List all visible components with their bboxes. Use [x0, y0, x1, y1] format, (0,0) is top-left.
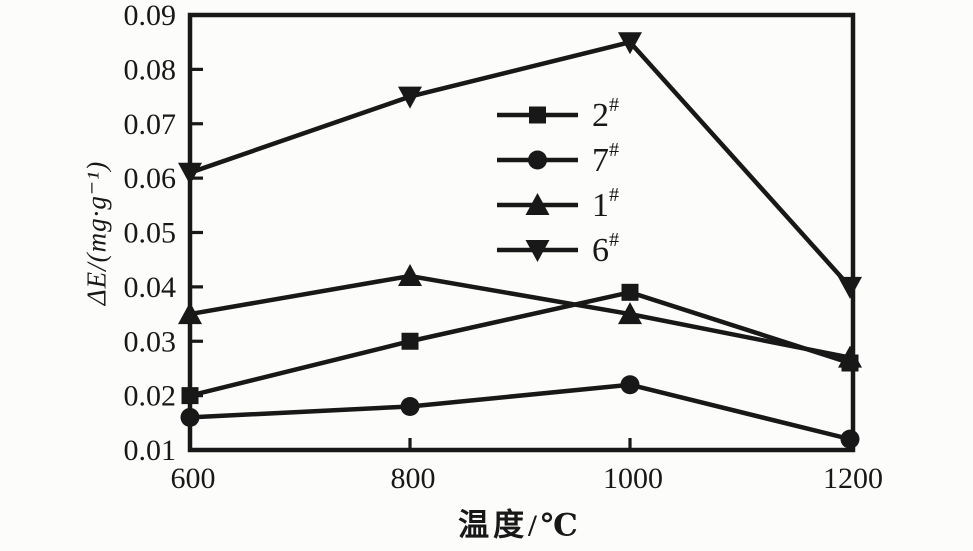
legend-label-1#: 1#: [592, 184, 619, 224]
plot-border: [187, 12, 856, 453]
y-tick-label: 0.02: [124, 380, 177, 413]
y-tick-label: 0.03: [124, 325, 177, 358]
x-tick-label: 800: [391, 462, 436, 495]
y-tick-label: 0.09: [124, 0, 177, 32]
legend-label-6#: 6#: [592, 229, 619, 269]
series-line-1#: [189, 273, 851, 360]
legend-marker-1#: [525, 193, 550, 215]
x-tick-label: 600: [171, 462, 216, 495]
data-marker-1#: [398, 264, 422, 286]
y-tick-label: 0.01: [124, 434, 177, 467]
data-marker-2#: [401, 332, 419, 350]
legend-marker-7#: [528, 150, 547, 170]
data-marker-6#: [838, 276, 862, 299]
data-marker-7#: [620, 375, 640, 395]
series-line-2#: [189, 289, 851, 398]
y-tick-label: 0.04: [124, 271, 177, 304]
y-tick-label: 0.05: [124, 217, 177, 250]
legend-marker-2#: [529, 106, 546, 124]
series-line-6#: [189, 39, 852, 289]
data-marker-1#: [838, 345, 862, 368]
data-marker-7#: [400, 397, 420, 416]
series-line-7#: [189, 382, 851, 442]
y-tick-label: 0.06: [124, 162, 177, 195]
y-tick-label: 0.07: [124, 108, 177, 141]
x-tick-label: 1000: [603, 462, 663, 495]
data-marker-6#: [618, 32, 642, 55]
x-tick-label: 1200: [823, 462, 883, 495]
data-marker-1#: [618, 302, 642, 325]
y-tick-label: 0.08: [124, 53, 177, 86]
data-marker-6#: [398, 86, 422, 109]
legend-marker-6#: [525, 240, 550, 262]
y-axis-title: ΔE/(mg·g⁻¹): [81, 160, 112, 306]
legend-label-7#: 7#: [592, 139, 619, 179]
legend-label-2#: 2#: [592, 94, 619, 134]
x-axis-title: 温度/℃: [458, 507, 582, 543]
data-marker-2#: [621, 283, 639, 301]
